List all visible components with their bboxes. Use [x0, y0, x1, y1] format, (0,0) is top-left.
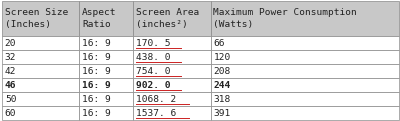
Text: 20: 20: [5, 39, 16, 48]
Text: 391: 391: [213, 109, 230, 118]
Text: 1537. 6: 1537. 6: [136, 109, 176, 118]
Bar: [80, 106, 133, 120]
Text: 16: 9: 16: 9: [82, 39, 111, 48]
Bar: [2, 78, 80, 92]
Text: 50: 50: [5, 95, 16, 104]
Text: 60: 60: [5, 109, 16, 118]
Text: 120: 120: [213, 53, 230, 62]
Text: 1068. 2: 1068. 2: [136, 95, 176, 104]
Text: 42: 42: [5, 67, 16, 76]
Bar: [80, 92, 133, 106]
Bar: [2, 1, 80, 36]
Bar: [210, 106, 399, 120]
Bar: [80, 64, 133, 78]
Text: 208: 208: [213, 67, 230, 76]
Bar: [2, 50, 80, 64]
Bar: [133, 36, 210, 50]
Text: Screen Area
(inches²): Screen Area (inches²): [136, 8, 199, 29]
Text: 244: 244: [213, 81, 230, 90]
Bar: [210, 78, 399, 92]
Bar: [133, 106, 210, 120]
Text: 438. 0: 438. 0: [136, 53, 170, 62]
Bar: [2, 36, 80, 50]
Bar: [210, 64, 399, 78]
Text: 16: 9: 16: 9: [82, 109, 111, 118]
Text: 16: 9: 16: 9: [82, 67, 111, 76]
Text: Screen Size
(Inches): Screen Size (Inches): [5, 8, 68, 29]
Bar: [133, 50, 210, 64]
Bar: [80, 50, 133, 64]
Bar: [2, 64, 80, 78]
Text: 32: 32: [5, 53, 16, 62]
Bar: [2, 92, 80, 106]
Bar: [133, 92, 210, 106]
Text: 170. 5: 170. 5: [136, 39, 170, 48]
Text: Aspect
Ratio: Aspect Ratio: [82, 8, 117, 29]
Text: 16: 9: 16: 9: [82, 53, 111, 62]
Bar: [210, 36, 399, 50]
Text: 318: 318: [213, 95, 230, 104]
Bar: [210, 92, 399, 106]
Text: 66: 66: [213, 39, 225, 48]
Bar: [133, 64, 210, 78]
Bar: [133, 78, 210, 92]
Bar: [210, 50, 399, 64]
Bar: [80, 78, 133, 92]
Text: 754. 0: 754. 0: [136, 67, 170, 76]
Bar: [80, 1, 133, 36]
Text: 16: 9: 16: 9: [82, 95, 111, 104]
Bar: [80, 36, 133, 50]
Bar: [133, 1, 210, 36]
Bar: [2, 106, 80, 120]
Bar: [210, 1, 399, 36]
Text: 46: 46: [5, 81, 16, 90]
Text: 902. 0: 902. 0: [136, 81, 170, 90]
Text: Maximum Power Consumption
(Watts): Maximum Power Consumption (Watts): [213, 8, 357, 29]
Text: 16: 9: 16: 9: [82, 81, 111, 90]
